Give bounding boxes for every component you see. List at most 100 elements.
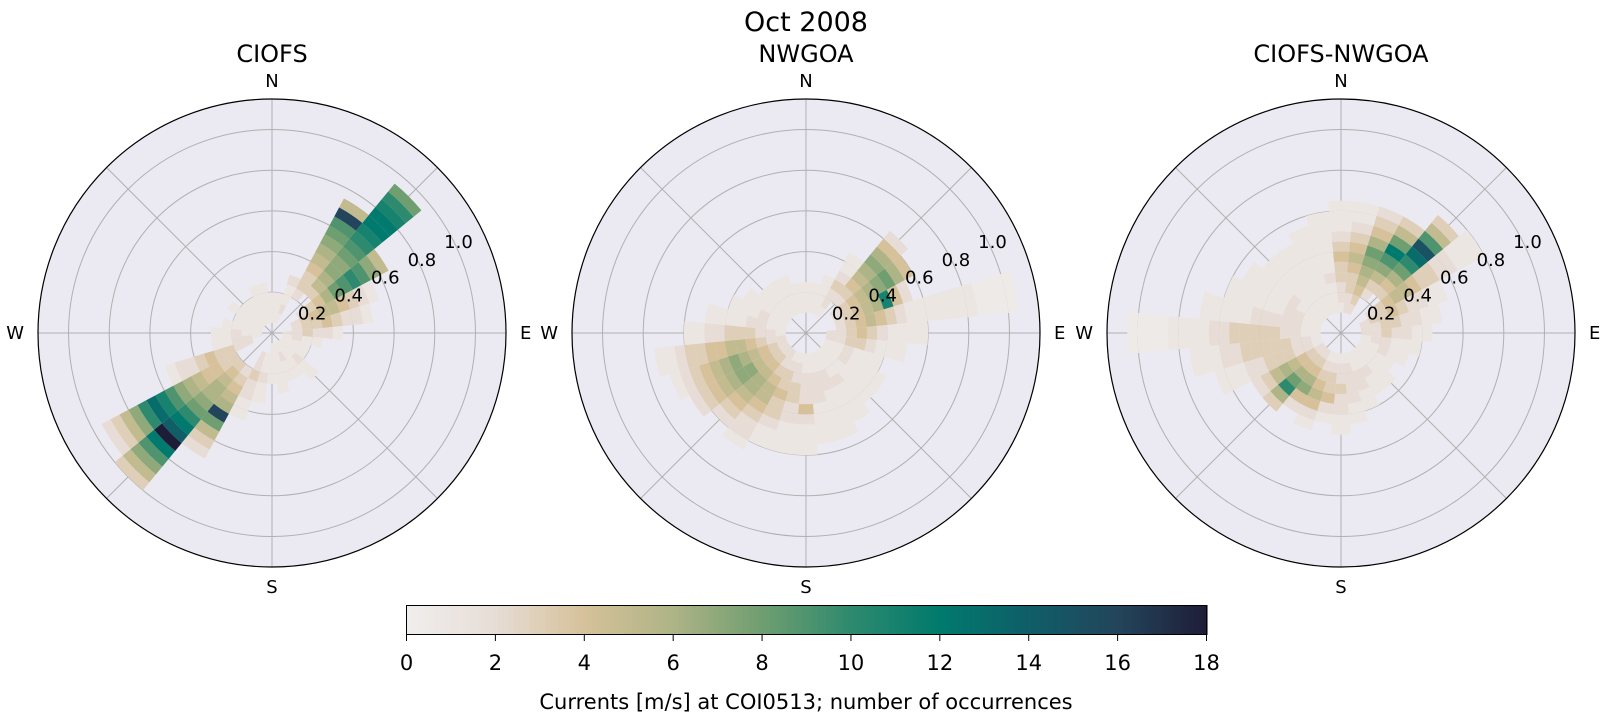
rose-bin xyxy=(320,315,333,329)
colorbar-segment xyxy=(1070,605,1076,635)
rose-bin xyxy=(814,359,826,372)
rose-bin xyxy=(1394,350,1410,367)
rose-bin xyxy=(832,313,845,325)
rose-bin xyxy=(811,303,821,316)
rose-bin xyxy=(273,302,281,314)
figure-title: Oct 2008 xyxy=(744,7,868,38)
colorbar-segment xyxy=(1170,605,1176,635)
rose-bin xyxy=(1269,281,1286,300)
rose-bin xyxy=(776,338,789,348)
rose-bin xyxy=(741,403,763,423)
rose-bin xyxy=(274,313,282,325)
rose-bin xyxy=(1242,262,1263,286)
rose-bin xyxy=(1367,341,1380,353)
rose-bin xyxy=(817,284,830,298)
rose-bin xyxy=(809,282,821,295)
rose-bin xyxy=(279,337,290,346)
rose-bin xyxy=(1301,293,1316,308)
rose-bin xyxy=(1260,309,1273,327)
rose-bin xyxy=(714,324,725,342)
rose-bin xyxy=(807,352,815,364)
rose-bin xyxy=(283,284,296,298)
rose-bin xyxy=(767,372,783,387)
rose-bin xyxy=(864,312,877,328)
rose-bin xyxy=(1422,324,1433,342)
rose-bin xyxy=(818,345,830,357)
colorbar-segment xyxy=(646,605,651,635)
rose-bin xyxy=(207,403,229,423)
compass-label-E: E xyxy=(520,323,531,344)
rose-bin xyxy=(128,404,155,437)
rose-bin xyxy=(1360,288,1374,302)
rose-bin xyxy=(1263,294,1279,313)
rose-bin xyxy=(268,363,276,374)
rose-bin xyxy=(694,322,705,344)
rose-bin xyxy=(876,268,896,290)
rose-bin xyxy=(1229,342,1244,366)
rose-bin xyxy=(765,329,776,337)
rose-bin xyxy=(809,371,821,384)
rose-bin xyxy=(1302,279,1318,294)
colorbar-segment xyxy=(750,605,756,635)
rose-bin xyxy=(303,300,317,314)
colorbar-segment xyxy=(1114,605,1120,635)
rose-bin xyxy=(760,380,778,396)
rose-bin xyxy=(722,427,749,450)
colorbar-segment xyxy=(990,605,996,635)
colorbar-segment xyxy=(870,605,876,635)
rose-bin xyxy=(1309,301,1322,314)
rose-bin xyxy=(298,341,311,353)
rose-bin xyxy=(735,312,748,328)
rose-bin xyxy=(752,294,767,310)
rose-bin xyxy=(155,390,178,417)
rose-bin xyxy=(251,391,267,404)
rose-bin xyxy=(1379,336,1392,348)
rose-bin xyxy=(274,341,282,353)
rose-bin xyxy=(1302,395,1321,411)
rose-bin xyxy=(1332,352,1340,364)
rose-bin xyxy=(782,401,800,414)
rose-bin xyxy=(310,318,323,330)
rose-bin xyxy=(1168,316,1179,350)
rose-bin xyxy=(1282,347,1297,362)
rose-bin xyxy=(1350,348,1361,360)
rose-bin xyxy=(1364,347,1377,359)
rose-bin xyxy=(1295,380,1313,396)
rose-bin xyxy=(737,299,753,316)
rose-bin xyxy=(1372,300,1386,314)
colorbar-segment xyxy=(878,605,884,635)
rose-bin xyxy=(297,358,312,373)
colorbar-tick-label: 14 xyxy=(1015,651,1042,675)
rose-bin xyxy=(1331,424,1351,435)
rose-bin xyxy=(1272,299,1288,316)
rose-bin xyxy=(829,279,845,294)
polar-frame xyxy=(571,98,1041,568)
colorbar-tick-label: 18 xyxy=(1193,651,1220,675)
rose-bin xyxy=(1403,294,1419,313)
rose-bin xyxy=(758,365,774,381)
rose-bin xyxy=(130,442,163,475)
rose-bin xyxy=(302,329,313,337)
colorbar-segment xyxy=(1146,605,1152,635)
rose-bin xyxy=(782,309,794,321)
panel-title: NWGOA xyxy=(758,40,854,68)
rose-bin xyxy=(725,371,744,392)
colorbar-segment xyxy=(1202,605,1208,635)
rose-bin xyxy=(1249,340,1264,360)
rose-bin xyxy=(757,344,771,357)
rose-bin xyxy=(201,384,221,404)
rose-bin xyxy=(232,358,247,373)
rose-bin xyxy=(1355,274,1370,289)
rose-bin xyxy=(846,328,857,338)
compass-label-S: S xyxy=(1335,577,1346,598)
rose-bin xyxy=(785,391,801,404)
colorbar-segment xyxy=(886,605,892,635)
rose-bin xyxy=(724,325,736,341)
colorbar-segment xyxy=(1134,605,1140,635)
rose-bin xyxy=(815,306,826,318)
rose-bin xyxy=(1328,200,1354,212)
rose-bin xyxy=(182,376,202,398)
compass-label-E: E xyxy=(1589,323,1600,344)
colorbar-segment xyxy=(430,605,435,635)
rose-bin xyxy=(310,252,331,271)
